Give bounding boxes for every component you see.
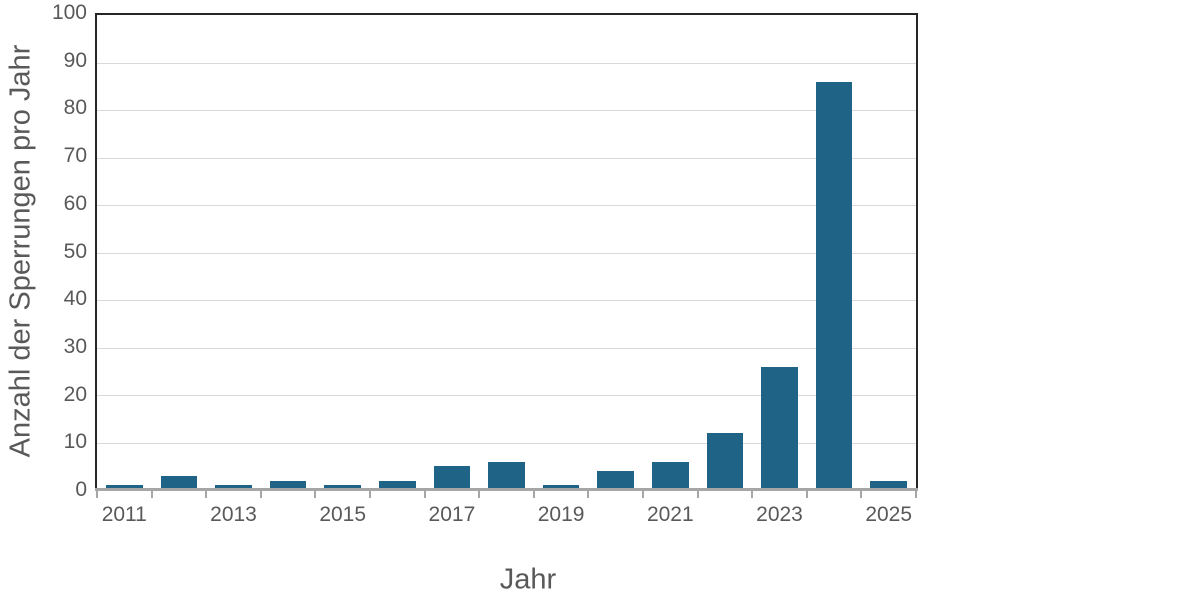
x-axis-tick xyxy=(150,491,153,498)
x-axis-tick xyxy=(369,491,371,498)
x-axis-tick xyxy=(532,491,535,498)
y-tick-label-80: 80 xyxy=(63,96,87,120)
gridline-10 xyxy=(97,442,916,444)
gridline-20 xyxy=(97,395,916,396)
x-axis-tick xyxy=(751,491,754,498)
x-axis-tick xyxy=(696,491,699,498)
x-axis-tick xyxy=(259,491,262,498)
bar-2015 xyxy=(324,485,361,490)
x-tick-label-2023: 2023 xyxy=(756,503,803,526)
x-axis-tick xyxy=(423,491,426,498)
x-tick-label-2015: 2015 xyxy=(319,503,367,526)
x-tick-label-2017: 2017 xyxy=(428,503,476,526)
gridline-70 xyxy=(97,157,916,159)
y-tick-label-10: 10 xyxy=(63,430,87,454)
bar-2018 xyxy=(488,461,525,490)
x-tick-label-2025: 2025 xyxy=(865,503,913,526)
bar-2019 xyxy=(542,485,580,490)
bar-2014 xyxy=(269,480,307,490)
y-tick-label-0: 0 xyxy=(75,478,87,501)
gridline-60 xyxy=(97,205,916,206)
bar-2022 xyxy=(706,433,744,490)
x-tick-label-2013: 2013 xyxy=(210,503,257,526)
gridline-90 xyxy=(97,62,916,64)
bar-2020 xyxy=(597,471,634,490)
x-axis-tick xyxy=(642,491,644,498)
bar-2012 xyxy=(160,475,198,490)
bar-2011 xyxy=(106,485,143,490)
gridline-40 xyxy=(97,300,916,301)
x-tick-label-2021: 2021 xyxy=(646,503,694,526)
gridline-80 xyxy=(97,110,916,111)
y-tick-label-100: 100 xyxy=(51,1,87,24)
y-tick-label-40: 40 xyxy=(63,287,87,311)
gridline-50 xyxy=(97,252,916,254)
bar-2016 xyxy=(379,480,416,490)
bar-2023 xyxy=(761,366,798,490)
x-axis-tick xyxy=(205,491,208,498)
x-axis-tick xyxy=(478,491,481,498)
y-tick-label-90: 90 xyxy=(63,48,87,72)
x-axis-tick xyxy=(860,491,863,498)
x-axis-tick xyxy=(96,491,98,498)
bar-2025 xyxy=(870,480,907,490)
plot-area xyxy=(95,13,918,490)
y-tick-label-30: 30 xyxy=(63,334,87,358)
bar-2017 xyxy=(433,466,471,490)
bar-2024 xyxy=(815,81,853,490)
x-tick-label-2011: 2011 xyxy=(101,503,147,526)
y-tick-label-20: 20 xyxy=(63,382,87,406)
x-axis-tick xyxy=(314,491,317,498)
y-tick-label-50: 50 xyxy=(63,239,87,263)
x-axis-tick xyxy=(587,491,590,498)
bar-2013 xyxy=(215,485,252,490)
bar-2021 xyxy=(652,461,689,490)
x-axis-line xyxy=(95,488,918,491)
y-tick-label-70: 70 xyxy=(63,144,87,168)
y-tick-label-60: 60 xyxy=(63,191,87,215)
gridline-30 xyxy=(97,347,916,349)
x-tick-label-2019: 2019 xyxy=(537,503,585,526)
x-axis-title: Jahr xyxy=(499,563,557,596)
x-axis-tick xyxy=(915,491,917,498)
x-axis-tick xyxy=(805,491,808,498)
